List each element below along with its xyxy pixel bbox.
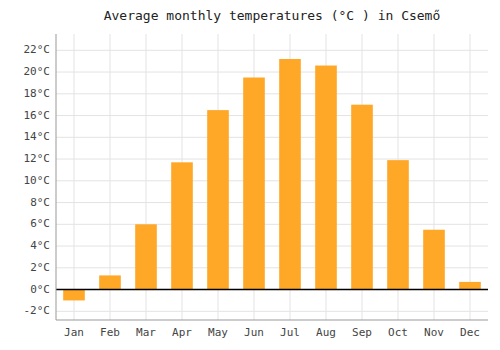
bar — [315, 66, 337, 290]
y-tick-label: 18°C — [24, 87, 51, 100]
y-tick-label: 12°C — [24, 152, 51, 165]
bar — [135, 224, 157, 289]
y-grid-line — [56, 50, 488, 51]
chart-container: Average monthly temperatures (°C ) in Cs… — [0, 0, 500, 350]
x-tick-label: Jun — [244, 326, 264, 339]
bar — [207, 110, 229, 289]
y-grid-line — [56, 180, 488, 181]
x-grid-line — [470, 34, 471, 320]
x-tick-label: Dec — [460, 326, 480, 339]
y-tick-label: 2°C — [30, 261, 50, 274]
y-tick-label: 4°C — [30, 239, 50, 252]
x-axis-line — [56, 320, 488, 321]
y-grid-line — [56, 289, 488, 290]
y-grid-line — [56, 311, 488, 312]
y-grid-line — [56, 115, 488, 116]
x-tick-label: Feb — [100, 326, 120, 339]
y-grid-line — [56, 202, 488, 203]
y-tick-label: 14°C — [24, 130, 51, 143]
y-axis-line — [56, 34, 57, 320]
bar — [243, 77, 265, 289]
bar — [99, 275, 121, 289]
bars — [63, 59, 481, 300]
x-tick-label: Jul — [280, 326, 300, 339]
bar — [387, 160, 409, 289]
y-tick-label: 6°C — [30, 217, 50, 230]
chart-svg: Average monthly temperatures (°C ) in Cs… — [0, 0, 500, 350]
x-tick-label: May — [208, 326, 228, 339]
x-tick-label: Sep — [352, 326, 372, 339]
y-grid-line — [56, 137, 488, 138]
x-tick-label: Apr — [172, 326, 192, 339]
x-grid-line — [74, 34, 75, 320]
y-tick-label: 20°C — [24, 65, 51, 78]
y-grid-line — [56, 72, 488, 73]
y-grid-line — [56, 159, 488, 160]
bar — [459, 282, 481, 290]
bar — [279, 59, 301, 290]
y-grid-line — [56, 93, 488, 94]
bar — [63, 290, 85, 301]
x-tick-label: Oct — [388, 326, 408, 339]
y-tick-label: -2°C — [24, 304, 51, 317]
y-tick-label: 10°C — [24, 174, 51, 187]
grid — [56, 34, 488, 320]
bar — [351, 105, 373, 290]
zero-line — [56, 289, 488, 291]
y-grid-line — [56, 224, 488, 225]
y-tick-label: 16°C — [24, 109, 51, 122]
x-tick-label: Nov — [424, 326, 444, 339]
bar — [171, 162, 193, 289]
y-tick-label: 8°C — [30, 196, 50, 209]
x-tick-label: Mar — [136, 326, 156, 339]
x-tick-label: Aug — [316, 326, 336, 339]
bar — [423, 230, 445, 290]
y-tick-label: 22°C — [24, 43, 51, 56]
y-tick-label: 0°C — [30, 283, 50, 296]
title: Average monthly temperatures (°C ) in Cs… — [104, 8, 441, 23]
x-tick-label: Jan — [64, 326, 84, 339]
